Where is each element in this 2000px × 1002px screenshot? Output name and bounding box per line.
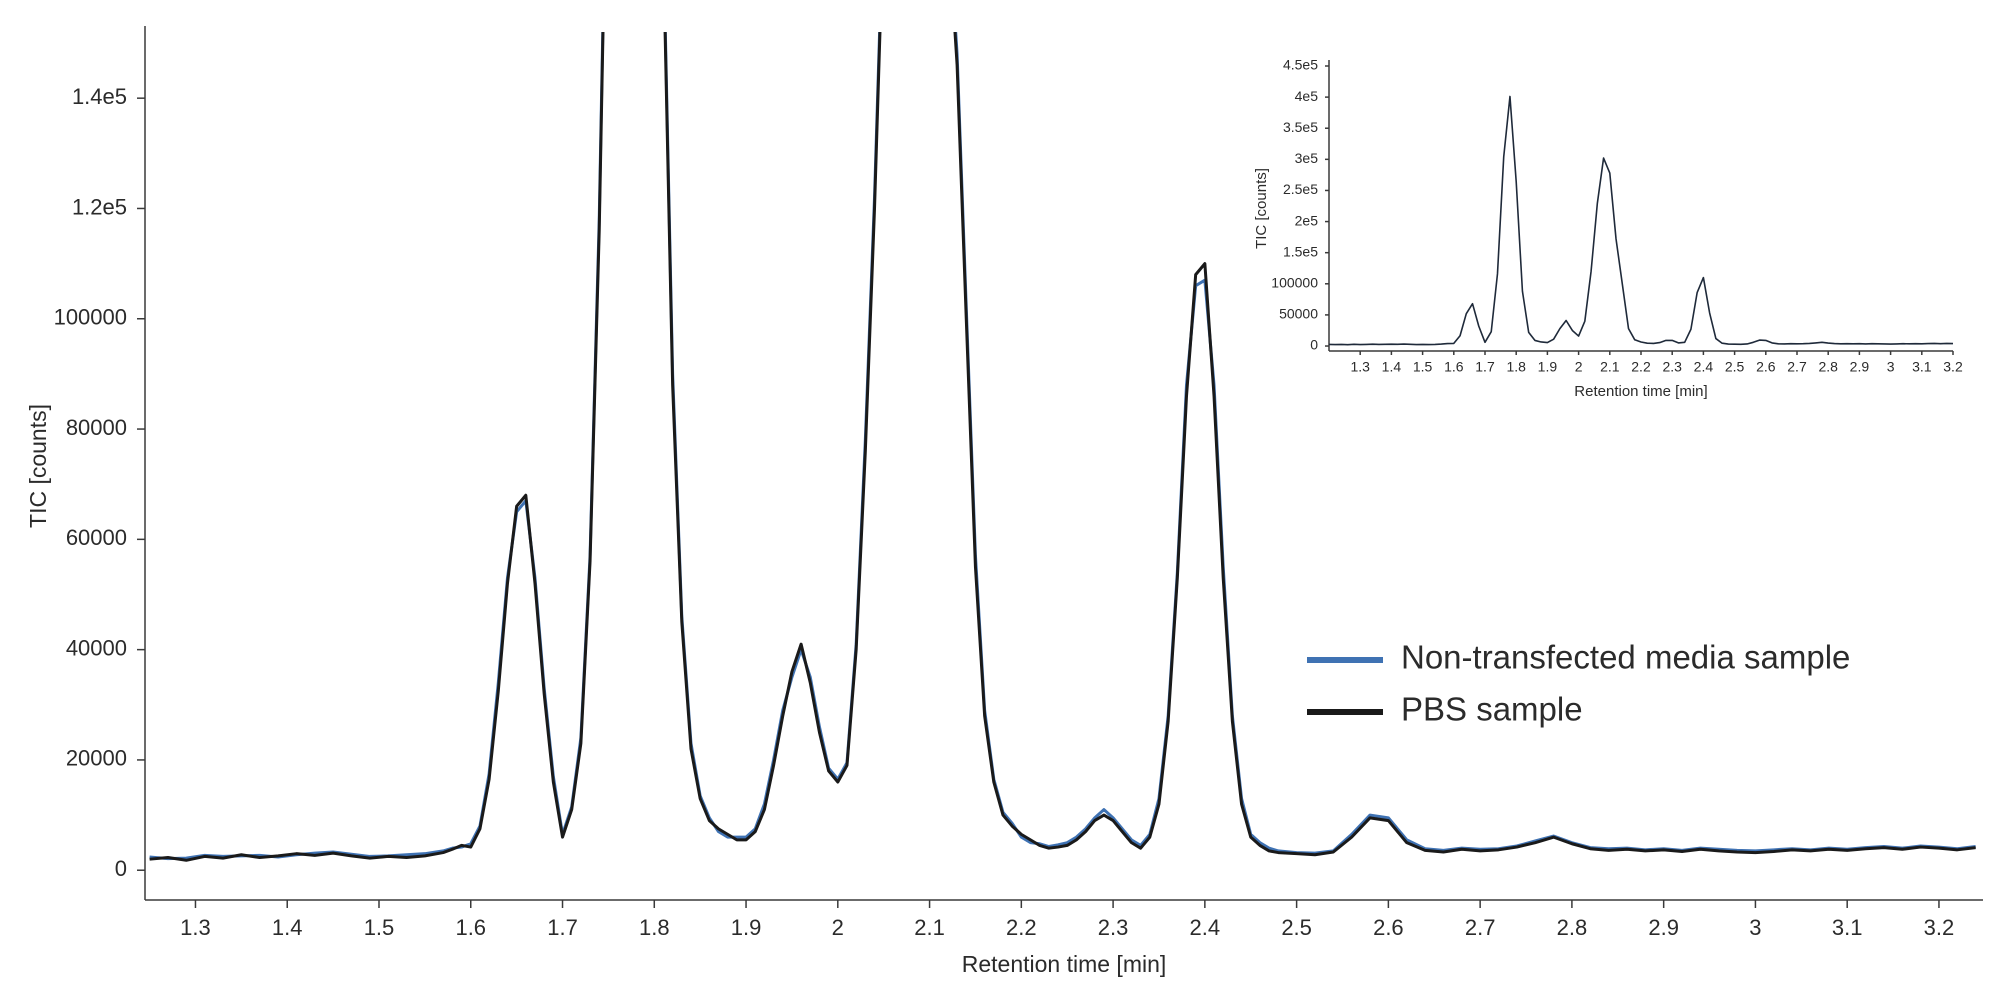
x-tick-label: 2.7 — [1787, 359, 1807, 375]
y-tick-label: 3e5 — [1295, 150, 1319, 166]
x-tick-label: 1.6 — [1444, 359, 1464, 375]
x-tick-label: 3 — [1887, 359, 1895, 375]
x-tick-label: 2.5 — [1281, 915, 1312, 940]
x-tick-label: 1.6 — [455, 915, 486, 940]
x-tick-label: 2.1 — [1600, 359, 1620, 375]
x-tick-label: 2.2 — [1631, 359, 1651, 375]
y-tick-label: 3.5e5 — [1283, 119, 1318, 135]
x-axis-title: Retention time [min] — [962, 951, 1167, 977]
x-tick-label: 2.6 — [1373, 915, 1404, 940]
y-axis-title: TIC [counts] — [25, 404, 51, 528]
x-tick-label: 1.9 — [731, 915, 762, 940]
y-tick-label: 1.4e5 — [72, 84, 127, 109]
x-tick-label: 2.9 — [1850, 359, 1870, 375]
x-tick-label: 1.4 — [272, 915, 303, 940]
x-axis-title: Retention time [min] — [1574, 383, 1707, 400]
y-tick-label: 4.5e5 — [1283, 57, 1318, 73]
x-tick-label: 2.9 — [1648, 915, 1679, 940]
x-tick-label: 1.5 — [1413, 359, 1433, 375]
x-tick-label: 2.3 — [1098, 915, 1129, 940]
x-tick-label: 1.8 — [639, 915, 670, 940]
x-tick-label: 2.8 — [1557, 915, 1588, 940]
y-tick-label: 100000 — [1271, 274, 1318, 290]
x-tick-label: 2.1 — [914, 915, 945, 940]
x-tick-label: 1.8 — [1506, 359, 1526, 375]
y-tick-label: 1.5e5 — [1283, 243, 1318, 259]
x-tick-label: 1.4 — [1382, 359, 1402, 375]
x-tick-label: 1.7 — [547, 915, 578, 940]
y-tick-label: 2e5 — [1295, 212, 1319, 228]
x-tick-label: 2.2 — [1006, 915, 1037, 940]
y-tick-label: 80000 — [66, 415, 127, 440]
x-tick-label: 2.4 — [1694, 359, 1714, 375]
y-tick-label: 4e5 — [1295, 88, 1319, 104]
x-tick-label: 3 — [1749, 915, 1761, 940]
y-tick-label: 2.5e5 — [1283, 181, 1318, 197]
y-tick-label: 100000 — [54, 305, 127, 330]
x-tick-label: 2 — [832, 915, 844, 940]
y-tick-label: 50000 — [1279, 306, 1318, 322]
legend-label: PBS sample — [1401, 691, 1583, 728]
x-tick-label: 2.5 — [1725, 359, 1745, 375]
x-tick-label: 1.9 — [1538, 359, 1558, 375]
y-tick-label: 60000 — [66, 525, 127, 550]
y-tick-label: 20000 — [66, 746, 127, 771]
y-axis-title: TIC [counts] — [1253, 168, 1270, 249]
legend-label: Non-transfected media sample — [1401, 639, 1850, 676]
x-tick-label: 2.7 — [1465, 915, 1496, 940]
data-line — [149, 32, 1976, 862]
y-tick-label: 40000 — [66, 635, 127, 660]
x-tick-label: 1.7 — [1475, 359, 1495, 375]
x-tick-label: 2.8 — [1818, 359, 1838, 375]
data-line — [1329, 95, 1953, 346]
x-tick-label: 3.2 — [1943, 359, 1963, 375]
x-tick-label: 3.1 — [1832, 915, 1863, 940]
x-tick-label: 1.5 — [364, 915, 395, 940]
x-tick-label: 3.2 — [1924, 915, 1955, 940]
y-tick-label: 0 — [1310, 337, 1318, 353]
x-tick-label: 2.6 — [1756, 359, 1776, 375]
y-tick-label: 1.2e5 — [72, 194, 127, 219]
x-tick-label: 2 — [1575, 359, 1583, 375]
x-tick-label: 3.1 — [1912, 359, 1932, 375]
x-tick-label: 1.3 — [180, 915, 211, 940]
x-tick-label: 1.3 — [1350, 359, 1370, 375]
y-tick-label: 0 — [115, 856, 127, 881]
x-tick-label: 2.3 — [1662, 359, 1682, 375]
x-tick-label: 2.4 — [1190, 915, 1221, 940]
